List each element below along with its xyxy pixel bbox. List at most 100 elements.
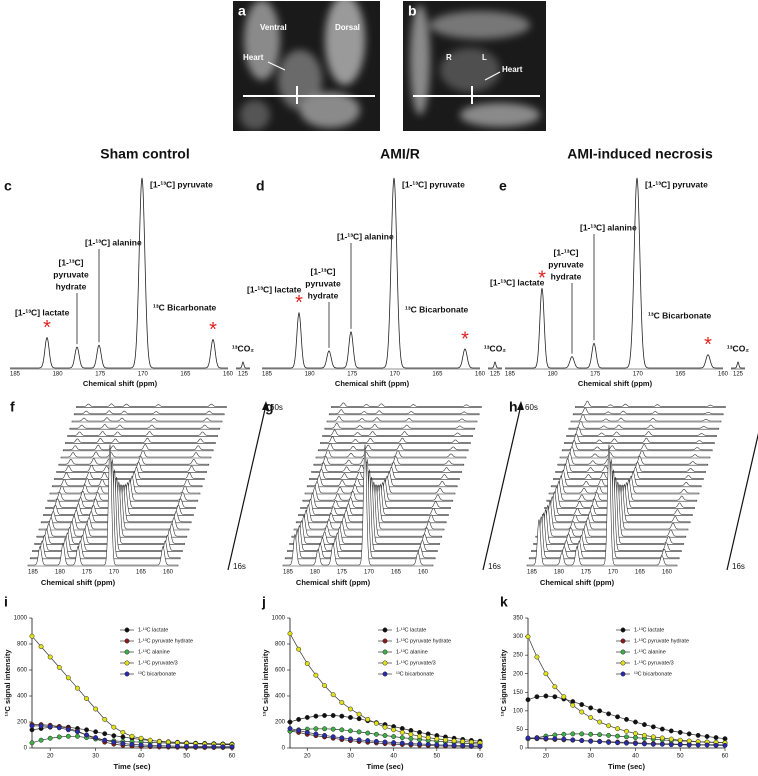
data-point	[597, 708, 603, 714]
legend-label: 1-¹³C pyruvate hydrate	[138, 638, 193, 644]
data-point	[296, 646, 302, 652]
data-point	[75, 685, 80, 691]
stack-trace	[58, 456, 210, 466]
data-point	[460, 743, 466, 748]
x-tick-label: 50	[677, 754, 684, 760]
data-point	[677, 737, 683, 743]
asterisk: *	[538, 267, 546, 289]
stack-trace	[555, 458, 706, 473]
data-point	[686, 742, 692, 748]
x-axis-label: Time (sec)	[114, 762, 151, 771]
x-tick-label: 50	[433, 754, 440, 760]
data-point	[322, 713, 327, 718]
data-point	[111, 724, 117, 730]
legend-label: 1-¹³C pyruvate/3	[396, 660, 436, 666]
time-arrow	[482, 404, 522, 571]
data-point	[570, 731, 576, 737]
arrow-head	[262, 401, 269, 410]
x-tick-label: 40	[632, 754, 639, 760]
panel-letter: e	[499, 178, 507, 194]
stack-trace	[317, 442, 469, 452]
data-point	[659, 726, 665, 732]
x-tick-label: 60	[477, 754, 484, 760]
spectrum-tick: 160	[223, 372, 234, 378]
panel-title: Sham control	[100, 146, 189, 162]
y-tick-label: 200	[275, 720, 286, 726]
image-label: Dorsal	[335, 23, 360, 32]
peak-label: ¹³CO₂	[484, 343, 506, 353]
data-point	[686, 731, 692, 737]
spectrum-tick: 160	[475, 372, 486, 378]
y-tick-label: 600	[17, 668, 28, 674]
data-point	[365, 716, 371, 722]
data-point	[659, 741, 665, 747]
data-point	[434, 736, 440, 742]
x-tick-label: 30	[587, 754, 594, 760]
data-point	[597, 732, 603, 738]
spectrum-tick: 165	[136, 570, 147, 576]
legend-marker	[382, 627, 388, 633]
spectrum-tick: 170	[633, 372, 644, 378]
y-tick-label: 800	[275, 642, 286, 648]
data-point	[668, 728, 674, 734]
spectrum-axis-label: Chemical shift (ppm)	[41, 578, 116, 587]
data-point	[93, 729, 99, 735]
spectrum-axis-label: Chemical shift (ppm)	[335, 379, 410, 388]
y-tick-label: 150	[513, 690, 524, 696]
spectrum-tick: 170	[109, 570, 120, 576]
data-point	[184, 743, 189, 749]
data-point	[391, 734, 397, 740]
data-point	[543, 693, 549, 699]
data-point	[287, 719, 293, 725]
time-label: 60s	[525, 403, 538, 412]
legend-label: ¹³C bicarbonate	[396, 671, 434, 677]
stack-trace	[559, 446, 711, 459]
data-point	[552, 684, 558, 690]
data-point	[561, 736, 567, 742]
data-point	[417, 733, 422, 739]
spectrum-tick: 175	[590, 372, 601, 378]
panel-letter: h	[509, 399, 518, 415]
data-point	[348, 706, 353, 712]
data-point	[451, 742, 457, 748]
y-tick-label: 0	[24, 746, 28, 752]
peak-label: [1-¹³C] lactate	[247, 284, 302, 294]
data-point	[695, 742, 701, 748]
y-tick-label: 100	[513, 708, 524, 714]
data-point	[579, 738, 585, 744]
data-point	[579, 702, 585, 707]
legend-label: 1-¹³C pyruvate/3	[138, 660, 178, 666]
y-tick-label: 300	[513, 634, 524, 640]
data-point	[65, 733, 71, 739]
data-point	[695, 732, 701, 738]
spectrum-tick: 165	[180, 372, 191, 378]
y-axis-label: ¹³C signal intensity	[261, 649, 270, 717]
data-point	[102, 716, 108, 722]
peak-label: pyruvate	[53, 269, 89, 279]
legend-marker	[382, 638, 388, 644]
data-point	[650, 734, 656, 740]
stack-trace	[313, 455, 465, 466]
data-point	[373, 731, 379, 737]
data-point	[570, 702, 576, 708]
x-tick-label: 30	[347, 754, 354, 760]
data-point	[534, 654, 540, 660]
data-point	[65, 675, 71, 681]
stack-trace	[568, 420, 720, 430]
data-point	[365, 738, 371, 744]
spectrum-tick: 180	[548, 372, 559, 378]
spectrum-tick: 165	[635, 570, 646, 576]
data-point	[373, 720, 379, 726]
legend-marker	[382, 660, 388, 666]
data-point	[220, 744, 226, 750]
data-point	[408, 736, 414, 742]
peak-label: [1-¹³C] alanine	[337, 231, 394, 241]
image-label: Heart	[243, 53, 264, 62]
stack-trace	[526, 444, 678, 567]
legend-label: 1-¹³C lactate	[396, 627, 426, 633]
legend-label: 1-¹³C pyruvate/3	[634, 660, 674, 666]
data-point	[543, 671, 549, 677]
panel-letter: i	[4, 594, 8, 610]
data-point	[330, 692, 336, 698]
data-point	[417, 741, 422, 747]
